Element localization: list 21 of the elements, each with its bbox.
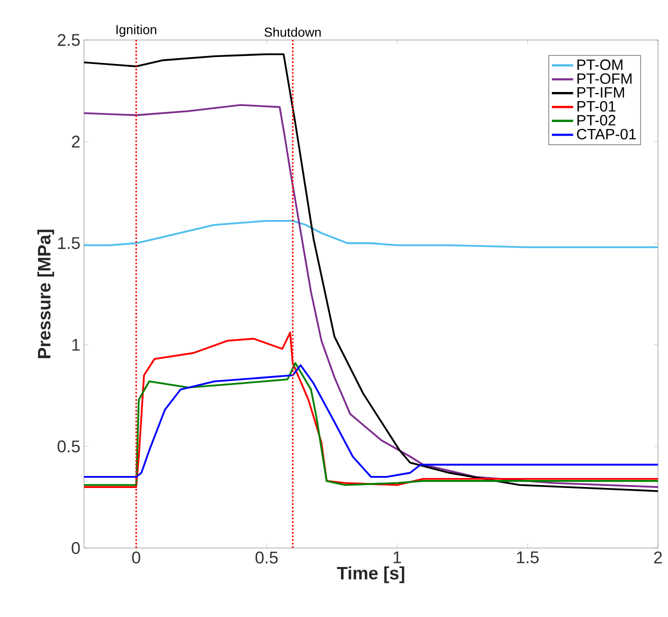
x-tick-label: 0 [132,552,140,564]
y-tick-label: 2.5 [58,34,80,46]
y-tick-label: 0 [72,542,80,554]
y-tick-label: 2 [72,136,80,148]
legend-label: PT-OM [577,59,622,70]
legend-label: PT-02 [577,114,616,126]
legend-label: CTAP-01 [577,128,636,140]
y-tick-label: 1.5 [58,237,80,250]
ref-line-label: Shutdown [264,27,321,37]
legend-label: PT-IFM [577,87,624,98]
legend-label: PT-01 [577,101,616,112]
x-tick-label: 2 [654,552,662,564]
ref-line-label: Ignition [116,24,156,37]
x-tick-label: 1 [394,552,401,564]
y-tick-label: 0.5 [58,440,80,452]
legend-label: PT-OFM [577,73,632,84]
x-tick-label: 1.5 [517,552,539,564]
x-tick-label: 0.5 [256,552,278,564]
x-axis-title: Time [s] [336,566,404,584]
y-tick-label: 1 [72,338,80,351]
y-axis-title: Pressure [MPa] [37,230,54,358]
